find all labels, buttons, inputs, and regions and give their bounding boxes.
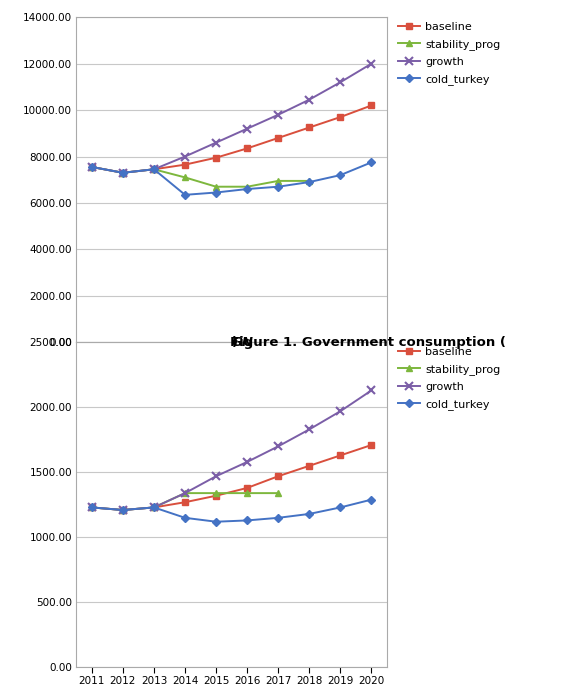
growth	[88, 504, 95, 512]
stability_prog	[275, 177, 282, 185]
cold_turkey	[244, 185, 251, 193]
Text: ): )	[0, 687, 1, 688]
stability_prog	[120, 169, 127, 177]
cold_turkey	[120, 506, 127, 514]
baseline	[368, 101, 375, 109]
growth	[275, 442, 282, 451]
stability_prog	[151, 504, 158, 512]
cold_turkey	[337, 504, 344, 512]
stability_prog	[88, 504, 95, 512]
cold_turkey	[368, 495, 375, 504]
growth	[306, 96, 313, 104]
growth	[244, 125, 251, 133]
growth	[368, 60, 375, 68]
Text: GN: GN	[231, 336, 253, 349]
cold_turkey	[213, 189, 220, 197]
baseline	[275, 472, 282, 480]
growth	[151, 504, 158, 512]
stability_prog	[244, 182, 251, 191]
Line: baseline: baseline	[88, 442, 375, 513]
stability_prog	[181, 173, 188, 182]
growth	[181, 489, 188, 497]
Text: GN: GN	[0, 687, 1, 688]
baseline	[244, 144, 251, 153]
growth	[275, 111, 282, 119]
baseline	[368, 441, 375, 449]
baseline	[306, 462, 313, 470]
cold_turkey	[244, 516, 251, 524]
Line: stability_prog: stability_prog	[88, 164, 313, 190]
Line: baseline: baseline	[88, 102, 375, 176]
stability_prog	[275, 489, 282, 497]
cold_turkey	[306, 178, 313, 186]
baseline	[181, 160, 188, 169]
growth	[151, 165, 158, 173]
growth	[120, 506, 127, 514]
growth	[368, 386, 375, 394]
baseline	[88, 504, 95, 512]
baseline	[88, 163, 95, 171]
stability_prog	[244, 489, 251, 497]
growth	[88, 163, 95, 171]
stability_prog	[88, 163, 95, 171]
growth	[337, 407, 344, 416]
stability_prog	[120, 506, 127, 514]
cold_turkey	[306, 510, 313, 518]
Line: cold_turkey: cold_turkey	[89, 160, 374, 197]
cold_turkey	[337, 171, 344, 180]
baseline	[213, 492, 220, 500]
baseline	[275, 133, 282, 142]
cold_turkey	[88, 163, 95, 171]
growth	[181, 153, 188, 161]
growth	[337, 78, 344, 87]
Line: stability_prog: stability_prog	[88, 490, 282, 513]
Line: growth: growth	[88, 59, 376, 177]
cold_turkey	[213, 517, 220, 526]
cold_turkey	[151, 504, 158, 512]
stability_prog	[213, 182, 220, 191]
baseline	[120, 169, 127, 177]
stability_prog	[306, 177, 313, 185]
baseline	[337, 451, 344, 460]
Text: Figure 1. Government consumption (: Figure 1. Government consumption (	[0, 687, 1, 688]
cold_turkey	[275, 182, 282, 191]
baseline	[151, 165, 158, 173]
baseline	[120, 506, 127, 514]
Line: cold_turkey: cold_turkey	[89, 497, 374, 524]
baseline	[306, 123, 313, 131]
cold_turkey	[88, 504, 95, 512]
growth	[306, 425, 313, 433]
baseline	[337, 113, 344, 121]
stability_prog	[181, 489, 188, 497]
cold_turkey	[151, 165, 158, 173]
Text: Figure 1. Government consumption (: Figure 1. Government consumption (	[230, 336, 506, 349]
stability_prog	[151, 165, 158, 173]
baseline	[181, 498, 188, 506]
Line: growth: growth	[88, 386, 376, 514]
baseline	[213, 153, 220, 162]
Text: ): )	[232, 336, 238, 349]
stability_prog	[213, 489, 220, 497]
growth	[213, 138, 220, 147]
baseline	[151, 504, 158, 512]
cold_turkey	[368, 158, 375, 166]
cold_turkey	[120, 169, 127, 177]
baseline	[244, 484, 251, 492]
cold_turkey	[181, 514, 188, 522]
growth	[244, 458, 251, 466]
growth	[213, 472, 220, 480]
Legend: baseline, stability_prog, growth, cold_turkey: baseline, stability_prog, growth, cold_t…	[393, 17, 505, 89]
growth	[120, 169, 127, 177]
Legend: baseline, stability_prog, growth, cold_turkey: baseline, stability_prog, growth, cold_t…	[393, 343, 505, 415]
cold_turkey	[275, 514, 282, 522]
cold_turkey	[181, 191, 188, 199]
